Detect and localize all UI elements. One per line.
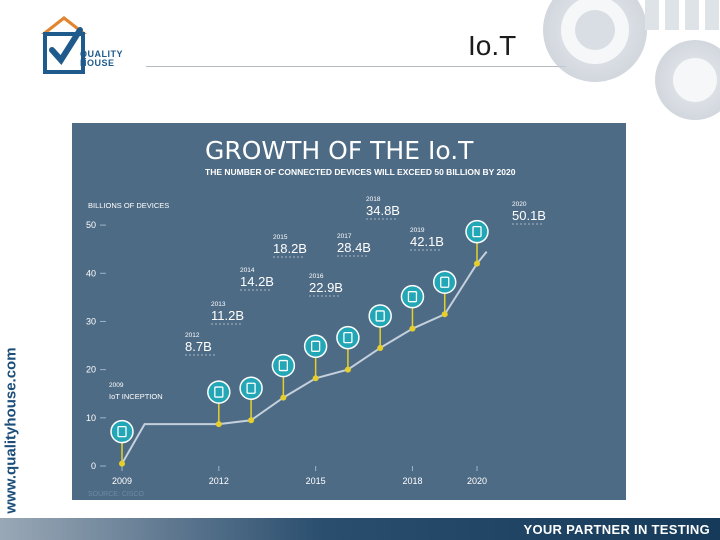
data-point — [409, 325, 416, 332]
annotation-year: 2016 — [309, 273, 324, 280]
annotation-year: 2017 — [337, 233, 352, 240]
fridge-icon — [214, 386, 224, 398]
x-tick-label: 2009 — [112, 476, 132, 486]
circuit-chip-icon-bg — [336, 325, 360, 350]
annotation-year: 2018 — [366, 196, 381, 203]
light-bulb-icon-bg — [110, 419, 134, 444]
annotation-label: 42.1B — [410, 234, 444, 249]
tablet-icon — [375, 310, 385, 322]
door-lock-icon — [472, 225, 482, 238]
x-tick-label: 2012 — [209, 476, 229, 486]
iot-growth-chart: GROWTH OF THE Io.T THE NUMBER OF CONNECT… — [72, 123, 626, 500]
growth-curve — [121, 250, 488, 465]
vertical-website-url: www.qualityhouse.com — [2, 347, 20, 514]
data-point — [280, 394, 287, 401]
data-point — [119, 460, 125, 467]
annotation-label: 28.4B — [337, 240, 371, 255]
data-point — [377, 344, 384, 351]
data-point — [474, 260, 480, 267]
logo-wordmark: QUALITY HOUSE — [80, 50, 123, 68]
y-tick-label: 10 — [86, 413, 96, 423]
annotation-year: 2015 — [273, 234, 288, 241]
x-tick-label: 2018 — [402, 476, 422, 486]
power-button-icon — [440, 276, 450, 288]
printer-icon — [407, 291, 418, 303]
annotation-year: 2020 — [512, 201, 527, 208]
annotation-year: 2012 — [185, 332, 200, 339]
annotation-label: 34.8B — [366, 203, 400, 218]
annotation-year: 2019 — [410, 227, 425, 234]
x-tick-label: 2015 — [306, 476, 326, 486]
circuit-chip-icon — [343, 331, 353, 344]
door-lock-icon-bg — [465, 219, 489, 244]
data-point — [215, 421, 222, 428]
data-point — [312, 375, 319, 382]
annotation-label: 11.2B — [211, 308, 244, 323]
annotation-label: 50.1B — [512, 208, 546, 223]
data-point — [441, 311, 448, 318]
annotation-label: 22.9B — [309, 280, 343, 295]
y-tick-label: 50 — [86, 220, 96, 230]
gears-decoration — [515, 0, 720, 120]
y-axis-title: BILLIONS OF DEVICES — [88, 201, 169, 210]
logo-line-1: QUALITY — [80, 49, 123, 59]
chart-background — [72, 123, 626, 500]
chart-subtitle: THE NUMBER OF CONNECTED DEVICES WILL EXC… — [205, 167, 516, 177]
plot-area: 0 10 20 30 40 50 2009 2012 2015 2018 2020 2009 IoT I… — [86, 196, 546, 486]
microwave-icon-bg — [239, 376, 263, 400]
footer-tagline: YOUR PARTNER IN TESTING — [523, 522, 710, 537]
annotation-year: 2013 — [211, 301, 226, 308]
tablet-icon-bg — [368, 304, 392, 328]
y-tick-label: 30 — [86, 316, 96, 326]
annotation-year: 2014 — [240, 267, 255, 274]
x-tick-label: 2020 — [467, 476, 487, 486]
printer-icon-bg — [400, 284, 425, 309]
slide-title: Io.T — [468, 30, 517, 61]
microwave-icon — [246, 382, 256, 394]
annotation-label: 14.2B — [240, 274, 274, 289]
fridge-icon-bg — [207, 380, 231, 404]
wind-turbine-icon-bg — [271, 353, 296, 378]
toothbrush-icon-bg — [303, 334, 328, 359]
quality-house-logo — [38, 14, 148, 78]
y-tick-label: 20 — [86, 365, 96, 375]
data-point — [248, 417, 255, 424]
toothbrush-icon — [310, 340, 321, 352]
light-bulb-icon — [117, 425, 127, 438]
annotation-label: 18.2B — [273, 241, 307, 256]
footer-bar: YOUR PARTNER IN TESTING — [0, 518, 720, 540]
y-tick-label: 40 — [86, 268, 96, 278]
chart-source: SOURCE: CISCO — [88, 491, 145, 498]
header-divider — [146, 66, 566, 67]
logo-line-2: HOUSE — [80, 58, 115, 68]
annotation-label: IoT INCEPTION — [109, 392, 163, 401]
annotation-year: 2009 — [109, 382, 124, 389]
wind-turbine-icon — [278, 359, 289, 372]
annotation-label: 8.7B — [185, 339, 212, 354]
data-point — [344, 366, 351, 373]
chart-title: GROWTH OF THE Io.T — [205, 136, 474, 165]
y-tick-label: 0 — [91, 461, 96, 471]
power-button-icon-bg — [432, 270, 457, 294]
